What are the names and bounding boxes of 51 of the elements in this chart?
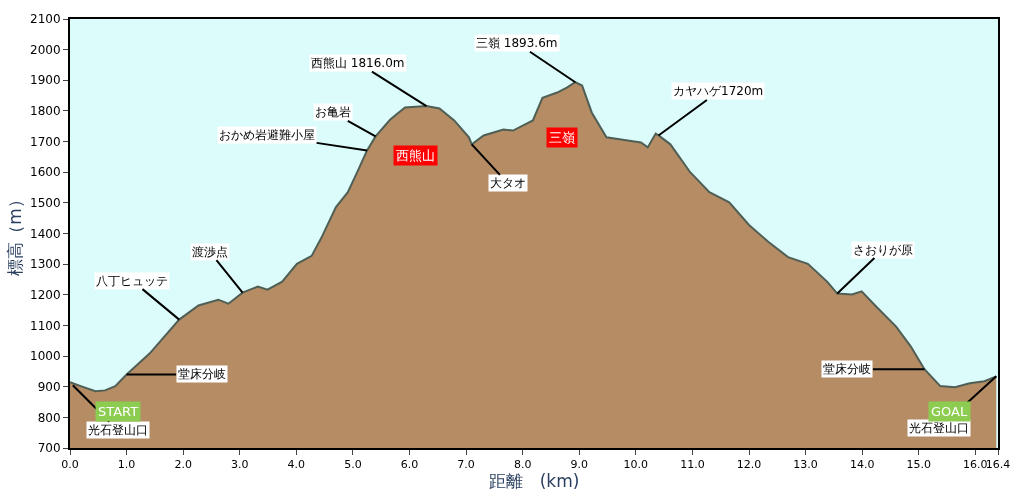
- annotation: 渡渉点: [192, 245, 228, 259]
- x-tick-label: 10.0: [623, 458, 649, 472]
- annotation: 大タオ: [490, 176, 526, 190]
- x-tick-label: 3.0: [231, 458, 249, 472]
- y-axis-title: 標高（m）: [5, 191, 26, 276]
- annotation: 堂床分岐: [178, 367, 226, 381]
- x-tick-label: 7.0: [457, 458, 475, 472]
- x-tick-label: 15.0: [906, 458, 932, 472]
- annotation: おかめ岩避難小屋: [219, 128, 315, 142]
- y-tick-label: 1200: [30, 287, 61, 302]
- annotation: 堂床分岐: [823, 362, 871, 376]
- y-tick-label: 2100: [30, 12, 61, 27]
- annotation: 八丁ヒュッテ: [96, 274, 168, 288]
- x-axis-title: 距離 (km): [488, 471, 580, 492]
- annotation: 三嶺: [549, 130, 575, 145]
- x-tick-label: 12.0: [736, 458, 762, 472]
- y-tick-label: 1700: [30, 134, 61, 149]
- x-tick-label: 0.0: [61, 458, 79, 472]
- annotation: さおりが原: [853, 243, 913, 257]
- annotation: カヤハゲ1720m: [673, 84, 764, 98]
- x-tick-label: 16.0: [963, 458, 988, 472]
- y-tick-label: 1800: [30, 104, 61, 119]
- y-tick-label: 1100: [30, 318, 61, 333]
- annotation: 西熊山: [396, 148, 435, 163]
- annotation: GOAL: [931, 404, 968, 419]
- x-tick-label: 4.0: [287, 458, 306, 472]
- y-tick-label: 1300: [30, 257, 61, 272]
- annotation: 光石登山口: [88, 423, 148, 437]
- x-tick-label: 13.0: [793, 458, 818, 472]
- x-tick-label: 6.0: [400, 458, 419, 472]
- annotation: START: [98, 404, 139, 419]
- y-tick-label: 2000: [30, 42, 61, 57]
- x-tick-label: 9.0: [570, 458, 589, 472]
- y-tick-label: 900: [37, 379, 61, 394]
- x-tick-label: 11.0: [680, 458, 705, 472]
- x-tick-label: 1.0: [117, 458, 136, 472]
- y-tick-label: 1500: [30, 196, 61, 211]
- y-tick-label: 1400: [30, 226, 61, 241]
- x-tick-label: 8.0: [513, 458, 532, 472]
- x-tick-label: 2.0: [174, 458, 192, 472]
- annotation: 西熊山 1816.0m: [311, 56, 405, 70]
- y-tick-label: 700: [37, 441, 61, 456]
- annotation: 光石登山口: [909, 421, 969, 435]
- x-tick-label: 5.0: [344, 458, 362, 472]
- annotation: 三嶺 1893.6m: [476, 36, 558, 50]
- x-tick-label: 14.0: [849, 458, 875, 472]
- y-tick-label: 1000: [30, 349, 61, 364]
- y-tick-label: 800: [37, 410, 61, 425]
- y-tick-label: 1900: [30, 73, 61, 88]
- annotation: お亀岩: [315, 105, 351, 119]
- y-tick-label: 1600: [30, 165, 61, 180]
